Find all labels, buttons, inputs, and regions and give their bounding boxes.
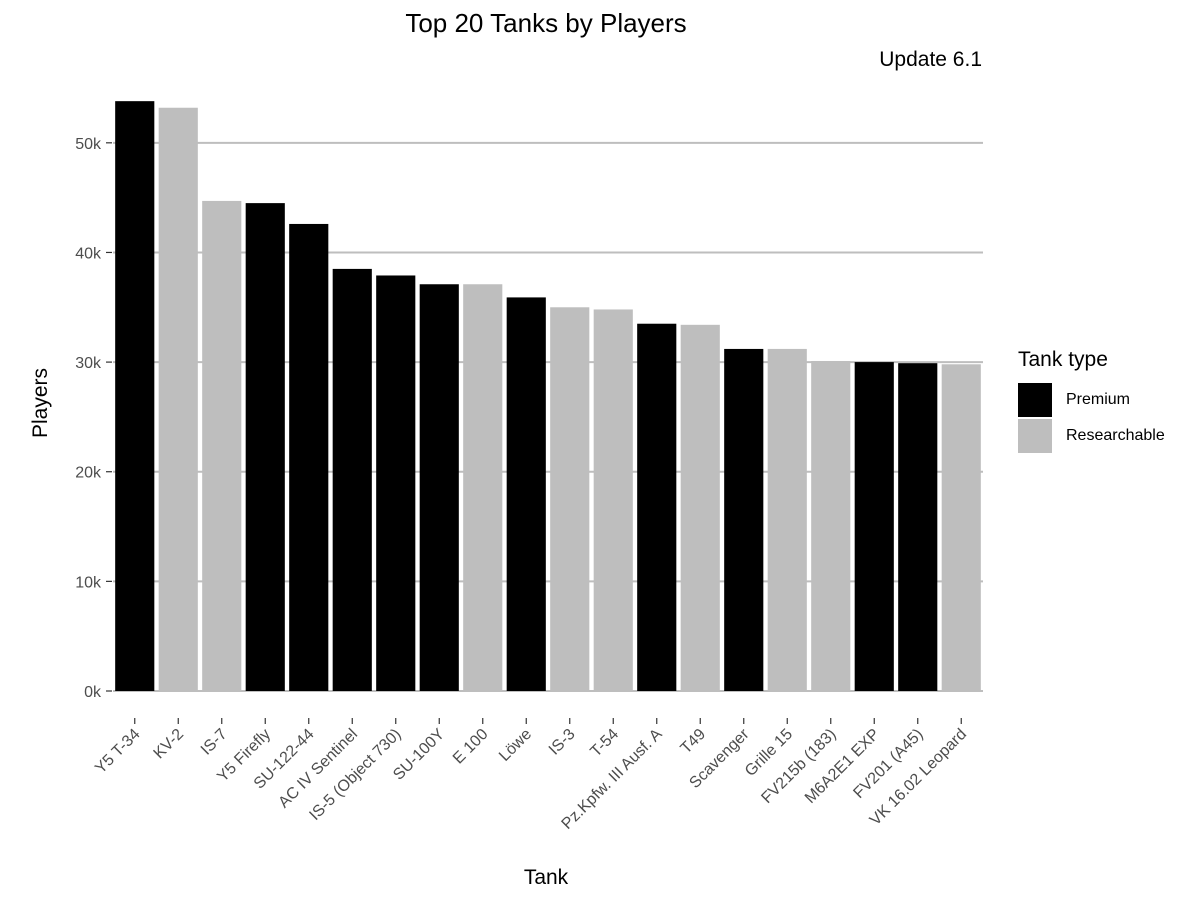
x-tick-label: E 100 [450, 726, 492, 768]
x-tick-label: Y5 T-34 [92, 726, 144, 778]
bar [767, 348, 807, 691]
y-tick-label: 0k [84, 684, 102, 701]
bar [289, 223, 329, 691]
x-tick-label: KV-2 [151, 726, 188, 763]
bar [115, 101, 155, 691]
bar [158, 107, 198, 691]
x-tick-label: IS-3 [546, 726, 579, 759]
legend-item-premium: Premium [1018, 382, 1165, 418]
y-tick-label: 20k [75, 465, 102, 482]
legend-swatch-premium [1018, 383, 1052, 417]
bar [506, 297, 546, 691]
chart-title: Top 20 Tanks by Players [405, 8, 687, 38]
legend: Tank type Premium Researchable [1018, 348, 1165, 454]
bar [724, 348, 764, 691]
bar [637, 323, 677, 691]
bar [550, 307, 590, 691]
y-tick-label: 10k [75, 574, 102, 591]
bar [332, 268, 372, 691]
legend-title: Tank type [1018, 348, 1108, 371]
legend-label-premium: Premium [1066, 391, 1131, 408]
bar [463, 284, 503, 691]
bar [376, 275, 416, 691]
bar [941, 364, 981, 691]
bar [854, 362, 894, 691]
bar [593, 309, 633, 691]
bar [680, 324, 720, 691]
chart-subtitle: Update 6.1 [879, 48, 982, 71]
bars [115, 101, 981, 692]
bar [202, 200, 242, 691]
x-tick-label: IS-7 [198, 726, 231, 759]
grid-lines [113, 141, 983, 692]
bar [811, 360, 851, 691]
y-tick-label: 30k [75, 355, 102, 372]
y-tick-label: 40k [75, 245, 102, 262]
legend-item-researchable: Researchable [1018, 418, 1165, 454]
x-tick-label: T49 [678, 726, 710, 758]
y-axis-title: Players [29, 368, 52, 438]
x-tick-label: T-54 [587, 726, 622, 761]
bar [245, 203, 285, 692]
x-tick-label: Löwe [496, 726, 535, 765]
x-axis-title: Tank [524, 866, 569, 889]
bar [419, 284, 459, 691]
bar [898, 363, 938, 691]
legend-label-researchable: Researchable [1066, 427, 1165, 444]
y-tick-label: 50k [75, 136, 102, 153]
x-tick-label: AC IV Sentinel [275, 726, 361, 812]
legend-swatch-researchable [1018, 419, 1052, 453]
